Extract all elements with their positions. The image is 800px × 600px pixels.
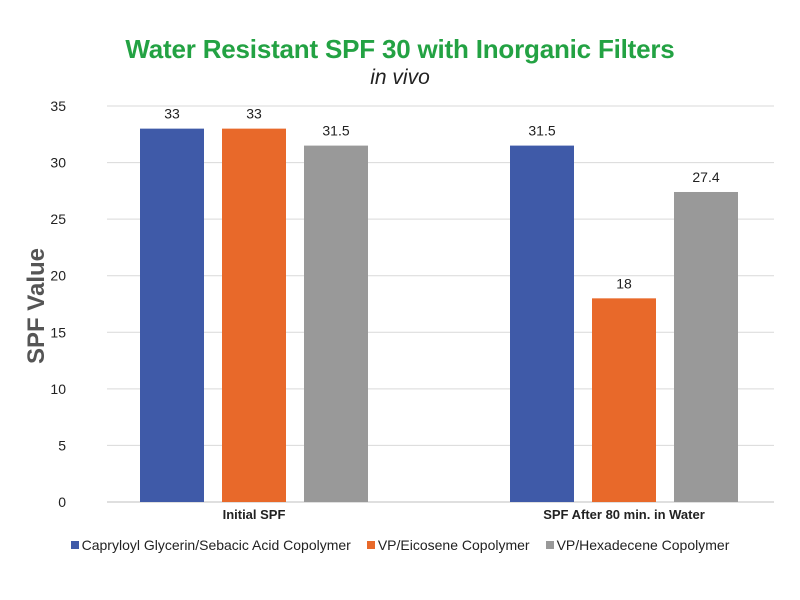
y-tick-label: 35 (50, 98, 66, 114)
data-label: 33 (164, 106, 180, 122)
y-tick-label: 20 (50, 268, 66, 284)
legend-item: VP/Hexadecene Copolymer (545, 537, 730, 553)
data-label: 27.4 (692, 169, 719, 185)
legend-item: Capryloyl Glycerin/Sebacic Acid Copolyme… (70, 537, 351, 553)
legend: Capryloyl Glycerin/Sebacic Acid Copolyme… (0, 537, 800, 553)
legend-label: VP/Eicosene Copolymer (377, 537, 530, 553)
data-label: 31.5 (322, 123, 349, 139)
x-tick-label: Initial SPF (223, 507, 286, 522)
y-tick-label: 30 (50, 155, 66, 171)
y-tick-label: 5 (58, 437, 66, 453)
data-label: 33 (246, 106, 262, 122)
legend-label: Capryloyl Glycerin/Sebacic Acid Copolyme… (81, 537, 351, 553)
bar-2-0 (304, 145, 368, 502)
legend-item: VP/Eicosene Copolymer (366, 537, 530, 553)
chart-subtitle: in vivo (370, 66, 430, 89)
y-tick-label: 25 (50, 211, 66, 227)
bar-0-1 (510, 145, 574, 502)
chart-title: Water Resistant SPF 30 with Inorganic Fi… (125, 34, 675, 64)
legend-swatch (366, 541, 375, 549)
x-tick-label: SPF After 80 min. in Water (543, 507, 705, 522)
legend-label: VP/Hexadecene Copolymer (556, 537, 730, 553)
y-tick-label: 10 (50, 381, 66, 397)
legend-swatch (70, 541, 79, 549)
legend-swatch (545, 541, 554, 549)
bar-2-1 (674, 191, 738, 502)
data-label: 18 (616, 275, 632, 291)
bar-1-0 (222, 128, 286, 502)
y-tick-label: 15 (50, 324, 66, 340)
y-tick-label: 0 (58, 494, 66, 510)
bar-0-0 (140, 128, 204, 502)
bar-1-1 (592, 298, 656, 502)
data-label: 31.5 (528, 123, 555, 139)
